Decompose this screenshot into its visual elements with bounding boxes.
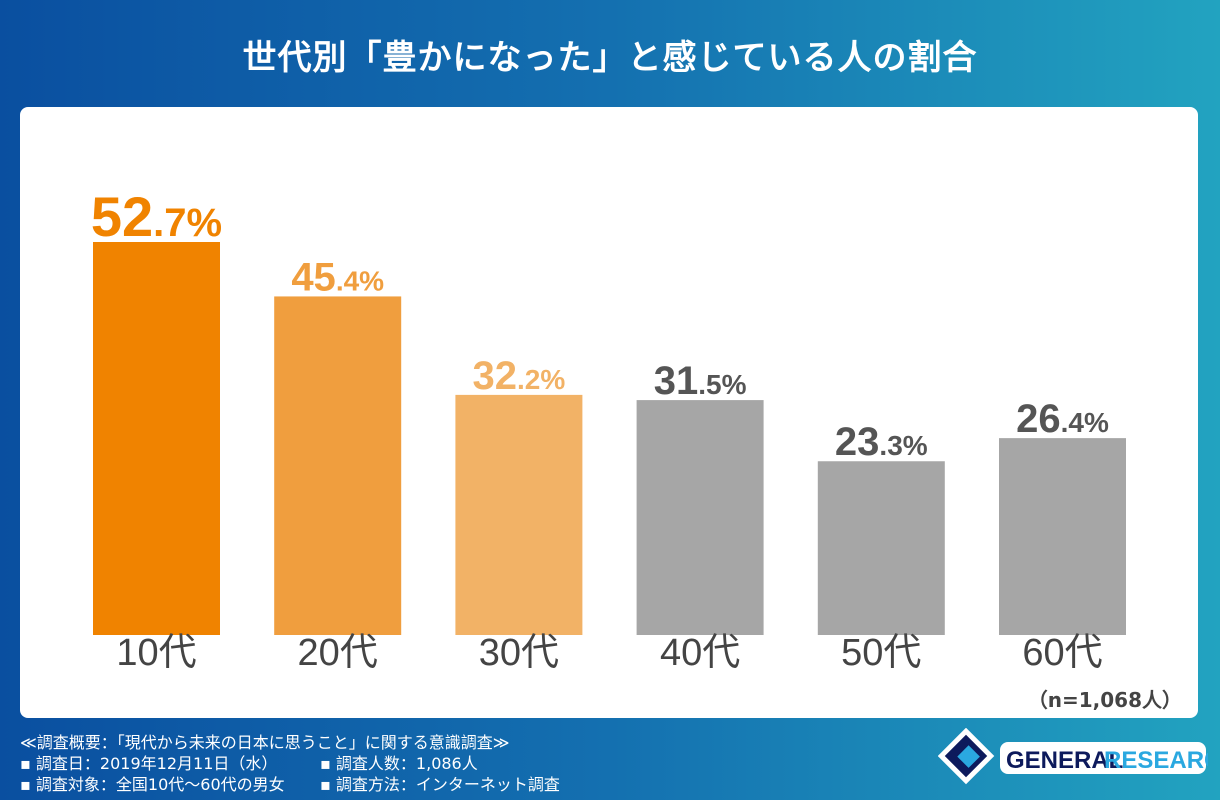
- value-label: 45.4%: [291, 255, 384, 299]
- bar-10代: [93, 242, 220, 635]
- survey-count: ▪ 調査人数：1,086人: [320, 754, 478, 773]
- value-label: 26.4%: [1016, 397, 1109, 441]
- survey-date: ▪ 調査日：2019年12月11日（水）: [20, 754, 278, 773]
- category-label: 30代: [479, 632, 559, 674]
- category-label: 10代: [116, 632, 196, 674]
- bar-60代: [999, 438, 1126, 635]
- value-label: 52.7%: [91, 185, 222, 248]
- value-label: 32.2%: [473, 354, 566, 398]
- general-research-logo: GENERAL RESEARCH: [938, 728, 1208, 785]
- value-label: 23.3%: [835, 420, 928, 464]
- chart-title: 世代別「豊かになった」と感じている人の割合: [242, 38, 978, 78]
- bar-20代: [274, 296, 402, 635]
- category-label: 50代: [841, 632, 921, 674]
- bar-50代: [817, 461, 945, 635]
- sample-size-note: （n=1,068人）: [1027, 688, 1182, 712]
- survey-target: ▪ 調査対象：全国10代〜60代の男女: [20, 775, 285, 794]
- survey-method: ▪ 調査方法：インターネット調査: [320, 775, 560, 794]
- category-label: 20代: [298, 632, 378, 674]
- logo-text-research: RESEARCH: [1104, 747, 1208, 774]
- category-label: 60代: [1022, 632, 1102, 674]
- survey-summary: ≪調査概要：「現代から未来の日本に思うこと」に関する意識調査≫ ▪ 調査日：20…: [20, 732, 560, 795]
- value-label: 31.5%: [654, 359, 747, 403]
- bar-40代: [636, 400, 764, 635]
- logo-text-general: GENERAL: [1006, 747, 1123, 774]
- bar-30代: [455, 394, 583, 635]
- category-label: 40代: [660, 632, 740, 674]
- survey-heading: ≪調査概要：「現代から未来の日本に思うこと」に関する意識調査≫: [20, 733, 510, 752]
